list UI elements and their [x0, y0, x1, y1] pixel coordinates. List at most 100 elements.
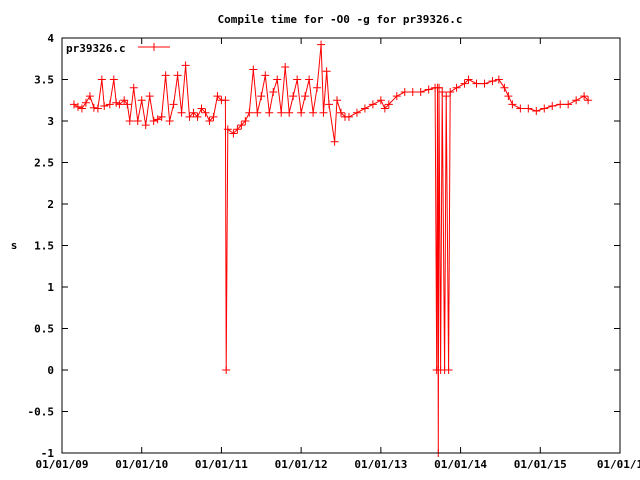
x-tick-label: 01/01/09 — [36, 458, 89, 471]
data-point — [442, 92, 451, 101]
data-point — [344, 112, 353, 121]
y-tick-label: 0 — [47, 364, 54, 377]
x-tick-label: 01/01/15 — [514, 458, 567, 471]
data-point — [446, 87, 455, 96]
data-point — [105, 100, 114, 109]
data-point — [330, 137, 339, 146]
data-point — [185, 112, 194, 121]
data-point — [384, 100, 393, 109]
data-point — [77, 104, 86, 113]
y-tick-label: 1 — [47, 281, 54, 294]
data-point — [494, 75, 503, 84]
data-point — [237, 121, 246, 130]
data-point — [322, 67, 331, 76]
data-point — [249, 65, 258, 74]
x-tick-label: 01/01/13 — [354, 458, 407, 471]
data-point — [265, 108, 274, 117]
data-point — [532, 107, 541, 116]
x-tick-label: 01/01/1 — [597, 458, 640, 471]
data-point — [141, 121, 150, 130]
data-point — [189, 108, 198, 117]
data-point — [444, 366, 453, 374]
data-point — [221, 96, 230, 105]
data-point — [285, 108, 294, 117]
data-point — [100, 102, 109, 111]
chart-title: Compile time for -O0 -g for pr39326.c — [217, 13, 462, 26]
data-point — [289, 92, 298, 101]
data-point — [297, 108, 306, 117]
data-point — [233, 125, 242, 134]
data-point — [222, 366, 231, 374]
data-point — [352, 108, 361, 117]
data-point — [169, 100, 178, 109]
data-point — [580, 92, 589, 101]
data-point — [452, 83, 461, 92]
data-point — [201, 108, 210, 117]
y-tick-label: -0.5 — [28, 406, 55, 419]
data-point — [548, 102, 557, 111]
y-tick-label: 3 — [47, 115, 54, 128]
data-point — [464, 75, 473, 84]
data-point — [309, 108, 318, 117]
data-point — [435, 83, 444, 92]
data-point — [177, 108, 186, 117]
data-point — [241, 117, 250, 125]
data-point — [360, 104, 369, 113]
data-point — [145, 92, 154, 101]
y-tick-label: 1.5 — [34, 240, 54, 253]
data-point — [81, 98, 90, 107]
plot-frame — [61, 37, 621, 454]
data-point — [416, 87, 425, 96]
data-point — [109, 75, 118, 84]
data-point — [115, 100, 124, 109]
legend-label: pr39326.c — [66, 42, 126, 55]
data-point — [500, 83, 509, 92]
data-point — [400, 87, 409, 96]
data-point — [137, 96, 146, 105]
data-point — [149, 117, 158, 125]
y-tick-label: 4 — [47, 32, 54, 45]
data-point — [438, 87, 447, 96]
data-point — [223, 125, 232, 134]
series-line — [73, 44, 589, 454]
data-point — [261, 71, 270, 80]
data-point — [472, 79, 481, 88]
legend: pr39326.c — [66, 42, 170, 55]
data-point — [305, 75, 314, 84]
data-point — [120, 96, 129, 105]
x-tick-label: 01/01/10 — [115, 458, 168, 471]
y-tick-label: 2 — [47, 198, 54, 211]
data-point — [193, 112, 202, 121]
data-point — [376, 96, 385, 105]
data-point — [325, 100, 334, 109]
data-point — [97, 75, 106, 84]
data-point — [277, 108, 286, 117]
data-point — [368, 100, 377, 109]
series-pr39326 — [69, 40, 593, 457]
legend-marker — [150, 43, 158, 51]
data-point — [209, 112, 218, 121]
data-point — [125, 117, 134, 125]
data-point — [73, 102, 82, 111]
data-point — [197, 104, 206, 113]
data-point — [281, 63, 290, 72]
data-point — [85, 92, 94, 101]
data-point — [584, 96, 593, 105]
y-tick-label: 3.5 — [34, 74, 54, 87]
data-point — [516, 104, 525, 113]
data-point — [161, 71, 170, 80]
data-point — [133, 117, 142, 125]
data-point — [89, 103, 98, 112]
data-point — [480, 79, 489, 88]
data-point — [556, 100, 565, 109]
data-point — [213, 92, 222, 101]
y-axis-label: s — [11, 239, 18, 252]
data-point — [488, 77, 497, 86]
data-point — [524, 104, 533, 113]
data-point — [165, 117, 174, 125]
data-point — [229, 129, 238, 138]
data-point — [112, 98, 121, 107]
data-point — [205, 117, 214, 125]
data-point — [129, 83, 138, 92]
